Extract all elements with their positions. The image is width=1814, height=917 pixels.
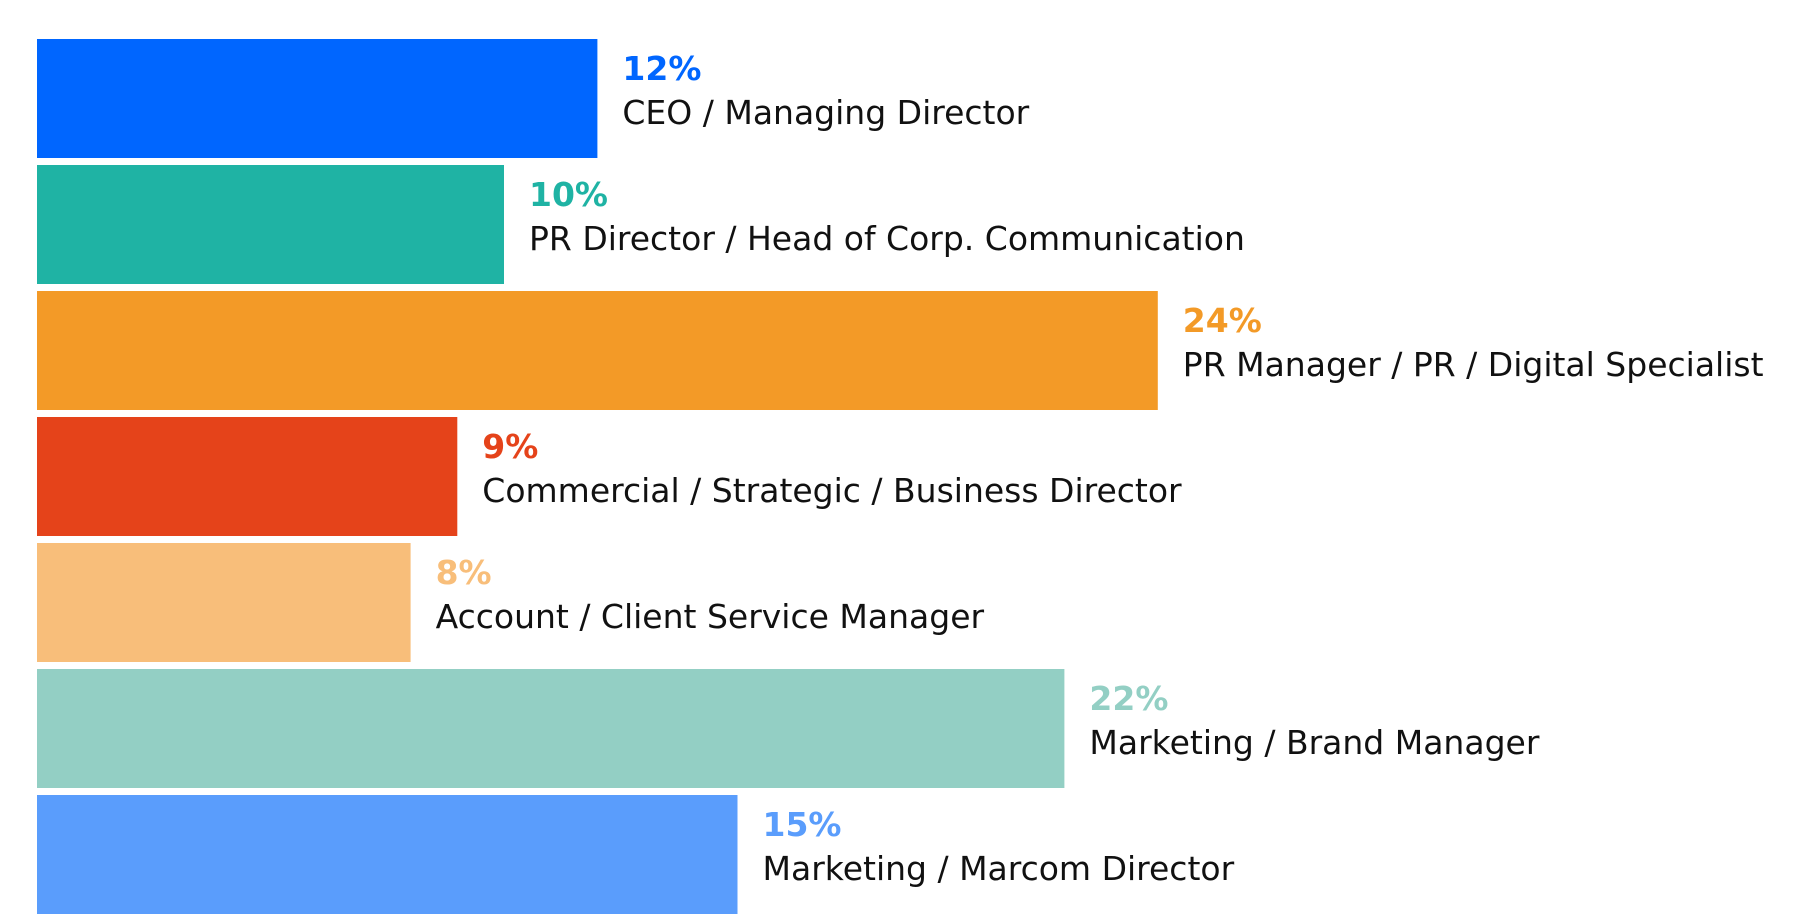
bar-6 [37, 669, 1065, 788]
category-label-5: Account / Client Service Manager [436, 597, 985, 636]
bar-5 [37, 543, 411, 662]
value-label-4: 9% [482, 427, 538, 466]
category-label-4: Commercial / Strategic / Business Direct… [482, 471, 1182, 510]
value-label-2: 10% [529, 175, 608, 214]
value-label-5: 8% [436, 553, 492, 592]
category-label-2: PR Director / Head of Corp. Communicatio… [529, 219, 1245, 258]
bar-3 [37, 291, 1158, 410]
bar-1 [37, 39, 598, 158]
value-label-3: 24% [1183, 301, 1262, 340]
bar-4 [37, 417, 458, 536]
value-label-7: 15% [763, 805, 842, 844]
value-label-6: 22% [1089, 679, 1168, 718]
category-label-1: CEO / Managing Director [622, 93, 1029, 132]
value-label-1: 12% [622, 49, 701, 88]
category-label-3: PR Manager / PR / Digital Specialist [1183, 345, 1764, 384]
category-label-7: Marketing / Marcom Director [763, 849, 1235, 888]
bar-7 [37, 795, 738, 914]
bar-2 [37, 165, 504, 284]
category-label-6: Marketing / Brand Manager [1089, 723, 1539, 762]
